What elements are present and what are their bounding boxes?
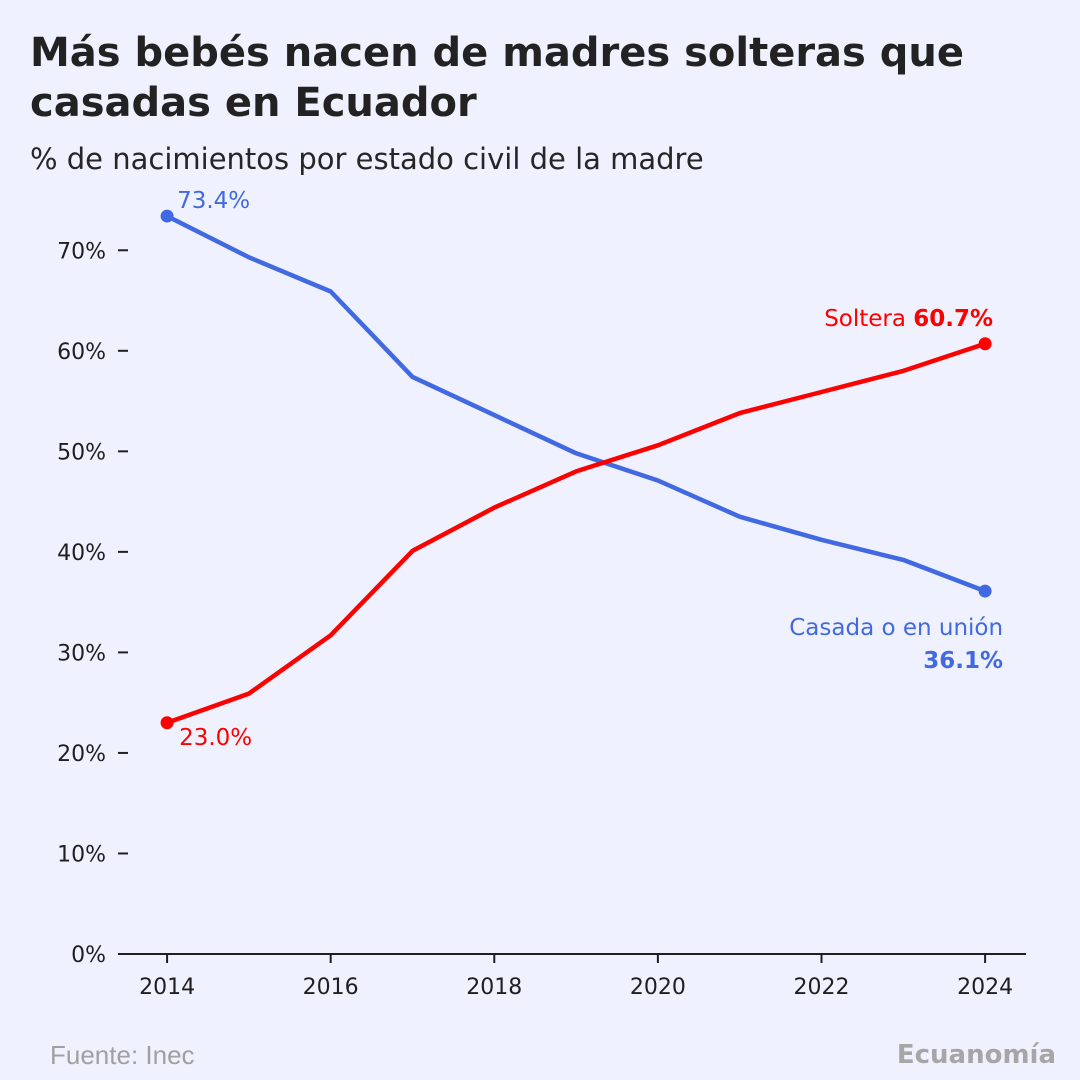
x-tick-label: 2024 xyxy=(957,975,1013,1000)
series-end-point-0 xyxy=(978,584,992,598)
x-tick-label: 2018 xyxy=(466,975,522,1000)
series-end-name-1: Soltera xyxy=(824,306,913,332)
series-start-label-1: 23.0% xyxy=(179,725,252,751)
series-end-name-0: Casada o en unión xyxy=(789,615,1003,641)
series-end-label-1: Soltera 60.7% xyxy=(824,306,993,332)
y-tick-label: 10% xyxy=(57,842,106,867)
y-tick-label: 60% xyxy=(57,340,106,365)
source-note: Fuente: Inec xyxy=(50,1040,195,1070)
series-start-point-0 xyxy=(160,209,174,223)
brand-logo: Ecuanomía xyxy=(896,1040,1056,1070)
series-end-point-1 xyxy=(978,337,992,351)
y-tick-label: 0% xyxy=(71,943,106,968)
x-tick-label: 2016 xyxy=(303,975,359,1000)
y-tick-label: 50% xyxy=(57,440,106,465)
line-chart: 0% 10% 20% 30% 40% 50% 60% 70% 2014 2016 2018 2020 2… xyxy=(57,188,1026,1000)
series-start-point-1 xyxy=(160,716,174,730)
series-end-value-0: 36.1% xyxy=(923,648,1003,674)
y-tick-label: 70% xyxy=(57,239,106,264)
series-line-0 xyxy=(164,213,988,594)
y-tick-label: 40% xyxy=(57,541,106,566)
series-line-1 xyxy=(164,341,988,726)
x-tick-label: 2022 xyxy=(793,975,849,1000)
y-tick-label: 30% xyxy=(57,641,106,666)
chart-title: Más bebés nacen de madres solteras que c… xyxy=(30,30,965,126)
series-start-label-0: 73.4% xyxy=(177,188,250,214)
series-end-value-1: 60.7% xyxy=(913,306,993,332)
x-tick-label: 2020 xyxy=(630,975,686,1000)
x-tick-label: 2014 xyxy=(139,975,195,1000)
chart-subtitle: % de nacimientos por estado civil de la … xyxy=(30,142,704,176)
y-tick-label: 20% xyxy=(57,742,106,767)
